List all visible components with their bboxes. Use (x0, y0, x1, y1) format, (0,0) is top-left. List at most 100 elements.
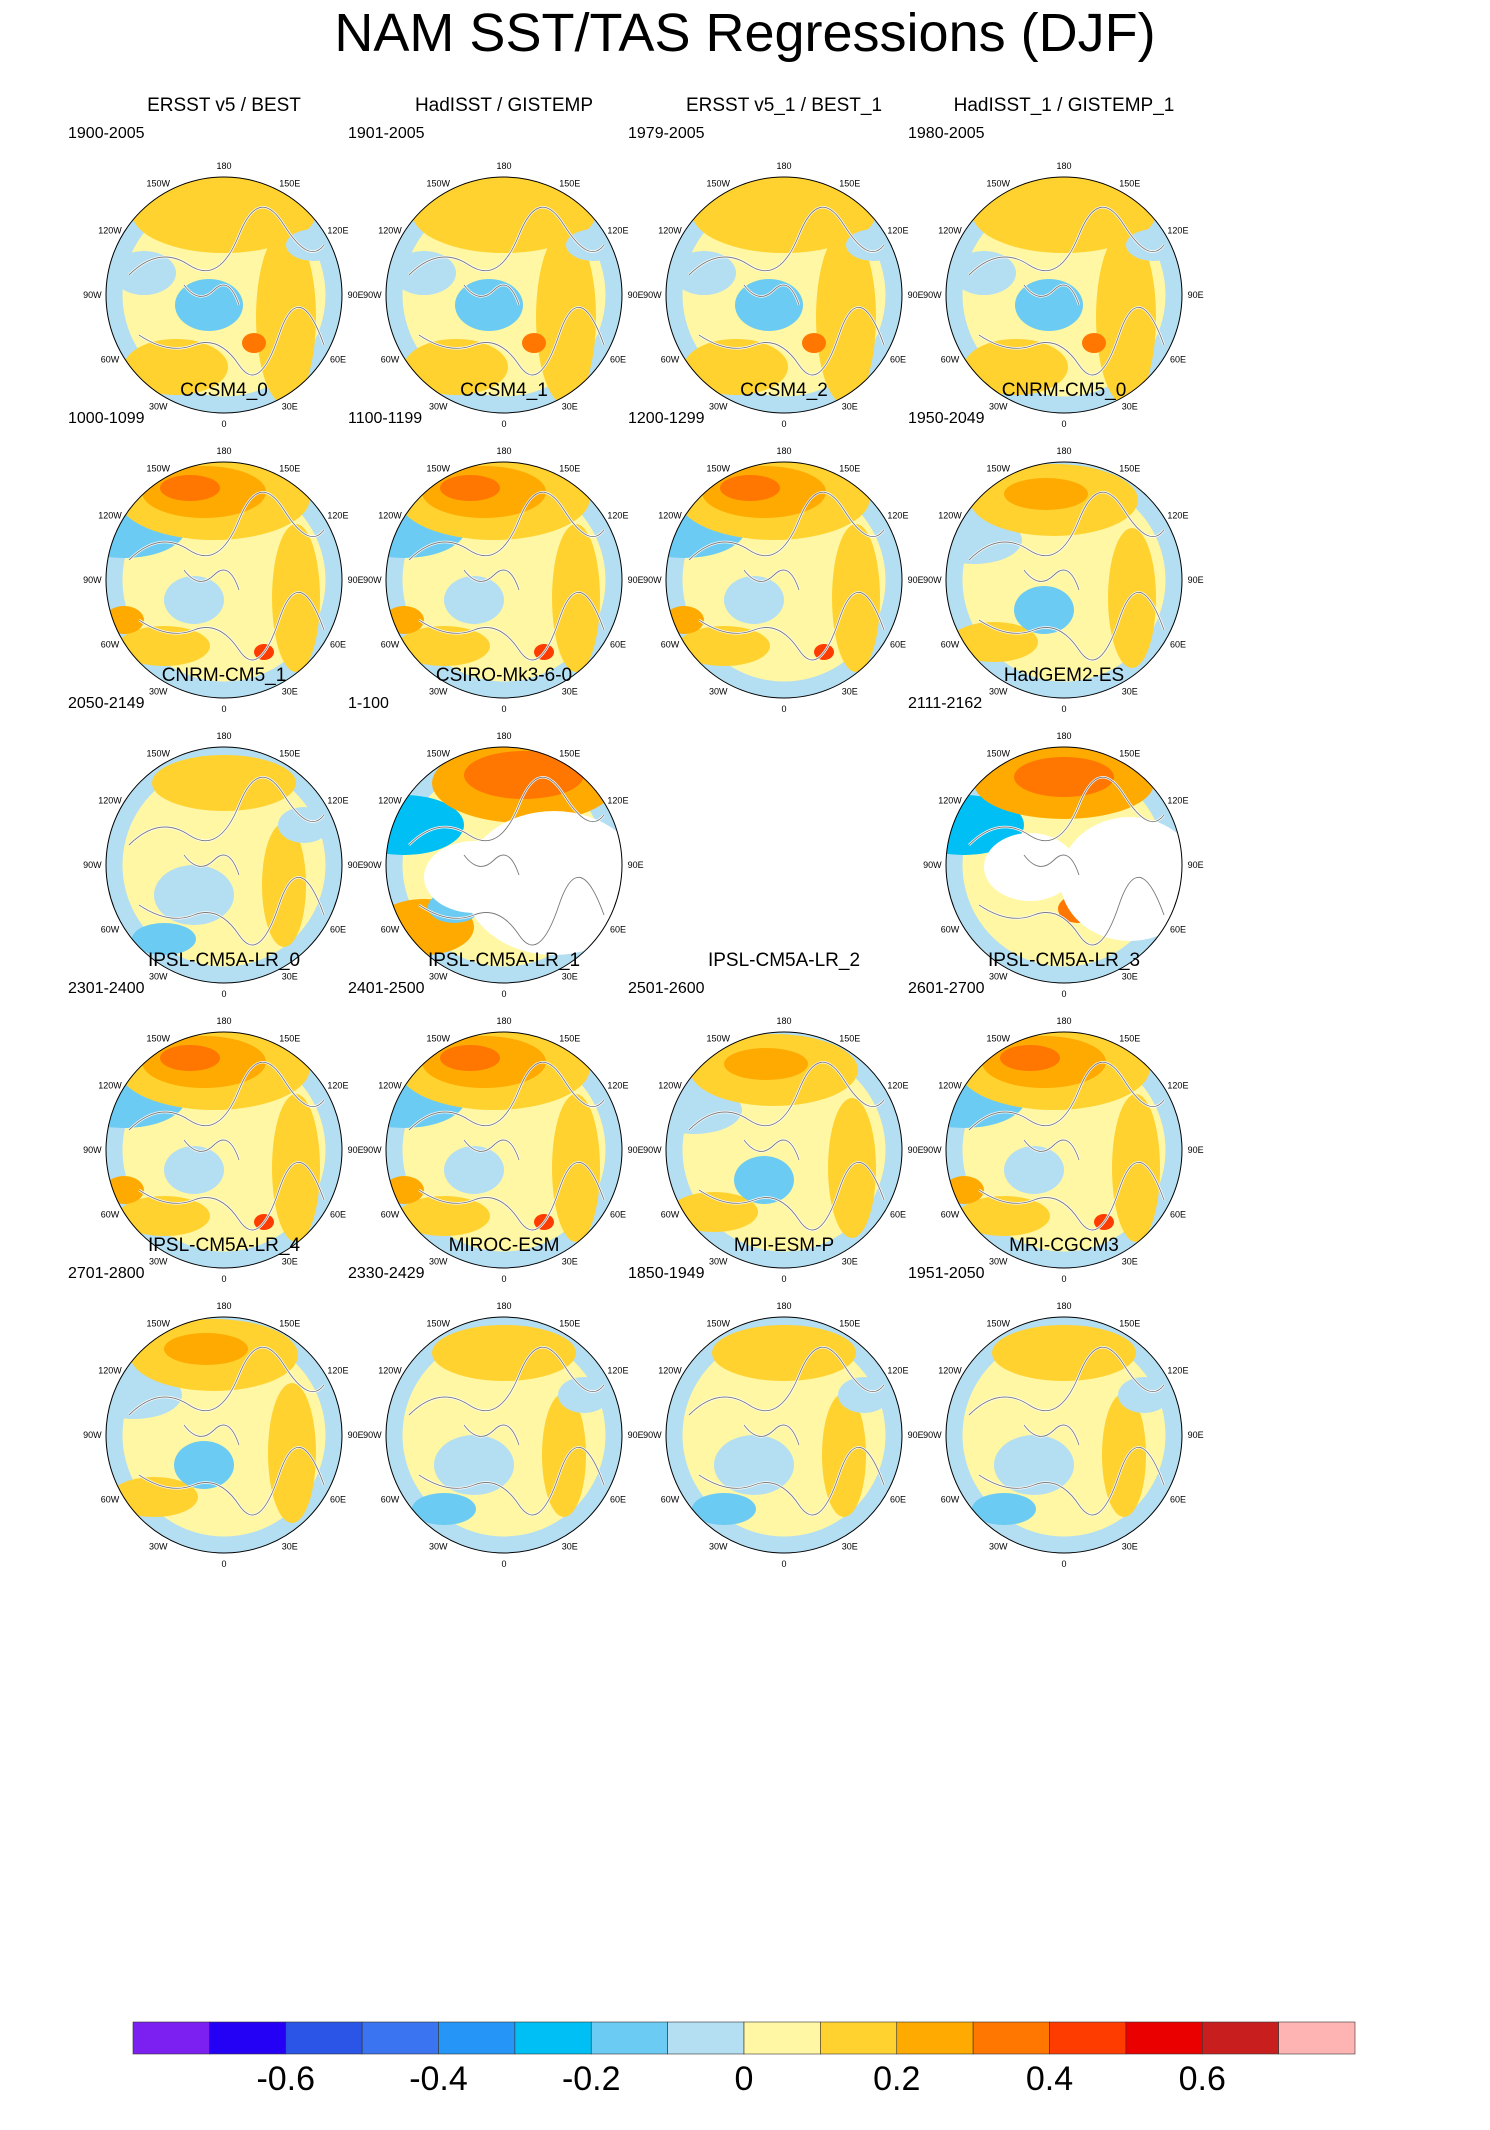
longitude-label: 90W (643, 1145, 662, 1155)
anomaly-contour (160, 1045, 220, 1071)
longitude-label: 30W (149, 972, 168, 982)
anomaly-contour (444, 576, 504, 624)
longitude-label: 60W (941, 640, 960, 650)
panel-period: 1000-1099 (68, 410, 145, 427)
longitude-label: 60E (890, 1210, 906, 1220)
anomaly-contour (670, 1192, 758, 1232)
longitude-label: 90E (628, 290, 644, 300)
map-border (665, 176, 903, 414)
longitude-label: 120E (327, 796, 348, 806)
longitude-label: 90E (1188, 860, 1204, 870)
longitude-label: 30E (562, 1542, 578, 1552)
longitude-label: 150E (839, 1033, 860, 1043)
longitude-label: 180 (1056, 731, 1071, 741)
anomaly-contour (272, 524, 320, 672)
longitude-label: 60W (661, 1210, 680, 1220)
panel-title: IPSL-CM5A-LR_1 (427, 950, 581, 971)
anomaly-contour (720, 475, 780, 501)
longitude-label: 90W (923, 290, 942, 300)
anomaly-contour (828, 1098, 876, 1238)
longitude-label: 0 (221, 1559, 226, 1569)
longitude-label: 0 (1061, 1559, 1066, 1569)
map-panel: CNRM-CM5_1 2050-2149 180 150E 120E 90E 60E 30E 0… (38, 665, 410, 1050)
anomaly-contour (522, 333, 546, 353)
colorbar-segment (1278, 2021, 1356, 2055)
longitude-label: 0 (221, 989, 226, 999)
longitude-label: 60W (941, 1210, 960, 1220)
longitude-label: 90E (908, 575, 924, 585)
panel-period: 1-100 (348, 695, 389, 712)
longitude-label: 60W (101, 1210, 120, 1220)
map-panel: HadISST_1 / GISTEMP_1 1980-2005 180 150E 120… (878, 95, 1250, 480)
anomaly-contour (972, 1493, 1036, 1525)
longitude-label: 120E (1167, 1366, 1188, 1376)
longitude-label: 60E (1170, 1210, 1186, 1220)
longitude-label: 150E (559, 178, 580, 188)
longitude-label: 30W (429, 972, 448, 982)
longitude-label: 90W (923, 1430, 942, 1440)
longitude-label: 0 (781, 1274, 786, 1284)
panel-title: IPSL-CM5A-LR_3 (987, 950, 1141, 971)
polar-map: 180 150E 120E 90E 60E 30E 0 30W 60W 90W 120W 150W (83, 446, 363, 714)
longitude-label: 90E (628, 860, 644, 870)
map-panel: IPSL-CM5A-LR_1 2401-2500 180 150E 120E 90E 60E… (318, 950, 690, 1335)
longitude-label: 0 (781, 704, 786, 714)
longitude-label: 90W (923, 1145, 942, 1155)
longitude-label: 90W (83, 1145, 102, 1155)
polar-map: 180 150E 120E 90E 60E 30E 0 30W 60W 90W 120W 150W (363, 731, 644, 999)
longitude-label: 150E (279, 1033, 300, 1043)
map-panel: CNRM-CM5_0 1950-2049 180 150E 120E 90E 60E 30E 0… (878, 380, 1250, 765)
longitude-label: 150W (706, 1318, 730, 1328)
longitude-label: 30W (149, 402, 168, 412)
longitude-label: 60W (101, 1495, 120, 1505)
longitude-label: 90E (628, 1430, 644, 1440)
longitude-label: 150W (146, 178, 170, 188)
longitude-label: 150E (279, 748, 300, 758)
panel-period: 1979-2005 (628, 125, 705, 142)
longitude-label: 30E (1122, 687, 1138, 697)
longitude-label: 30E (842, 1542, 858, 1552)
longitude-label: 120W (658, 226, 682, 236)
anomaly-contour (132, 923, 196, 955)
longitude-label: 120E (887, 1081, 908, 1091)
anomaly-contour (398, 626, 490, 666)
longitude-label: 0 (1061, 419, 1066, 429)
longitude-label: 120E (327, 226, 348, 236)
longitude-label: 150W (146, 463, 170, 473)
longitude-label: 120W (938, 511, 962, 521)
longitude-label: 0 (501, 1559, 506, 1569)
longitude-label: 60W (101, 640, 120, 650)
longitude-label: 0 (781, 1559, 786, 1569)
longitude-label: 90W (83, 1430, 102, 1440)
map-border (665, 1316, 903, 1554)
panel-period: 1850-1949 (628, 1265, 705, 1282)
polar-map: 180 150E 120E 90E 60E 30E 0 30W 60W 90W 120W 150W (923, 161, 1203, 429)
longitude-label: 180 (1056, 161, 1071, 171)
longitude-label: 90W (643, 1430, 662, 1440)
polar-map: 180 150E 120E 90E 60E 30E 0 30W 60W 90W 120W 150W (923, 731, 1204, 999)
colorbar-segment (1125, 2021, 1203, 2055)
panel-title: MRI-CGCM3 (1009, 1235, 1119, 1256)
anomaly-contour (164, 1146, 224, 1194)
longitude-label: 120W (658, 1366, 682, 1376)
anomaly-contour (950, 622, 1038, 662)
panel-title: IPSL-CM5A-LR_4 (147, 1235, 301, 1256)
longitude-label: 60E (890, 640, 906, 650)
longitude-label: 60E (890, 355, 906, 365)
longitude-label: 180 (496, 1016, 511, 1026)
longitude-label: 120E (607, 226, 628, 236)
panel-period: 2601-2700 (908, 980, 985, 997)
colorbar-tick-label: 0.2 (873, 2060, 920, 2098)
longitude-label: 30W (709, 1257, 728, 1267)
longitude-label: 30W (429, 402, 448, 412)
longitude-label: 120W (378, 1366, 402, 1376)
panel-period: 1980-2005 (908, 125, 985, 142)
anomaly-contour (440, 475, 500, 501)
panel-title: IPSL-CM5A-LR_2 (707, 950, 861, 971)
longitude-label: 180 (1056, 446, 1071, 456)
longitude-label: 180 (776, 446, 791, 456)
anomaly-contour (714, 1435, 794, 1495)
longitude-label: 0 (1061, 989, 1066, 999)
polar-map: 180 150E 120E 90E 60E 30E 0 30W 60W 90W 120W 150W (923, 1301, 1203, 1569)
map-panel: MIROC-ESM 2330-2429 180 150E 120E 90E 60E 30E 0 3… (318, 1235, 690, 1620)
